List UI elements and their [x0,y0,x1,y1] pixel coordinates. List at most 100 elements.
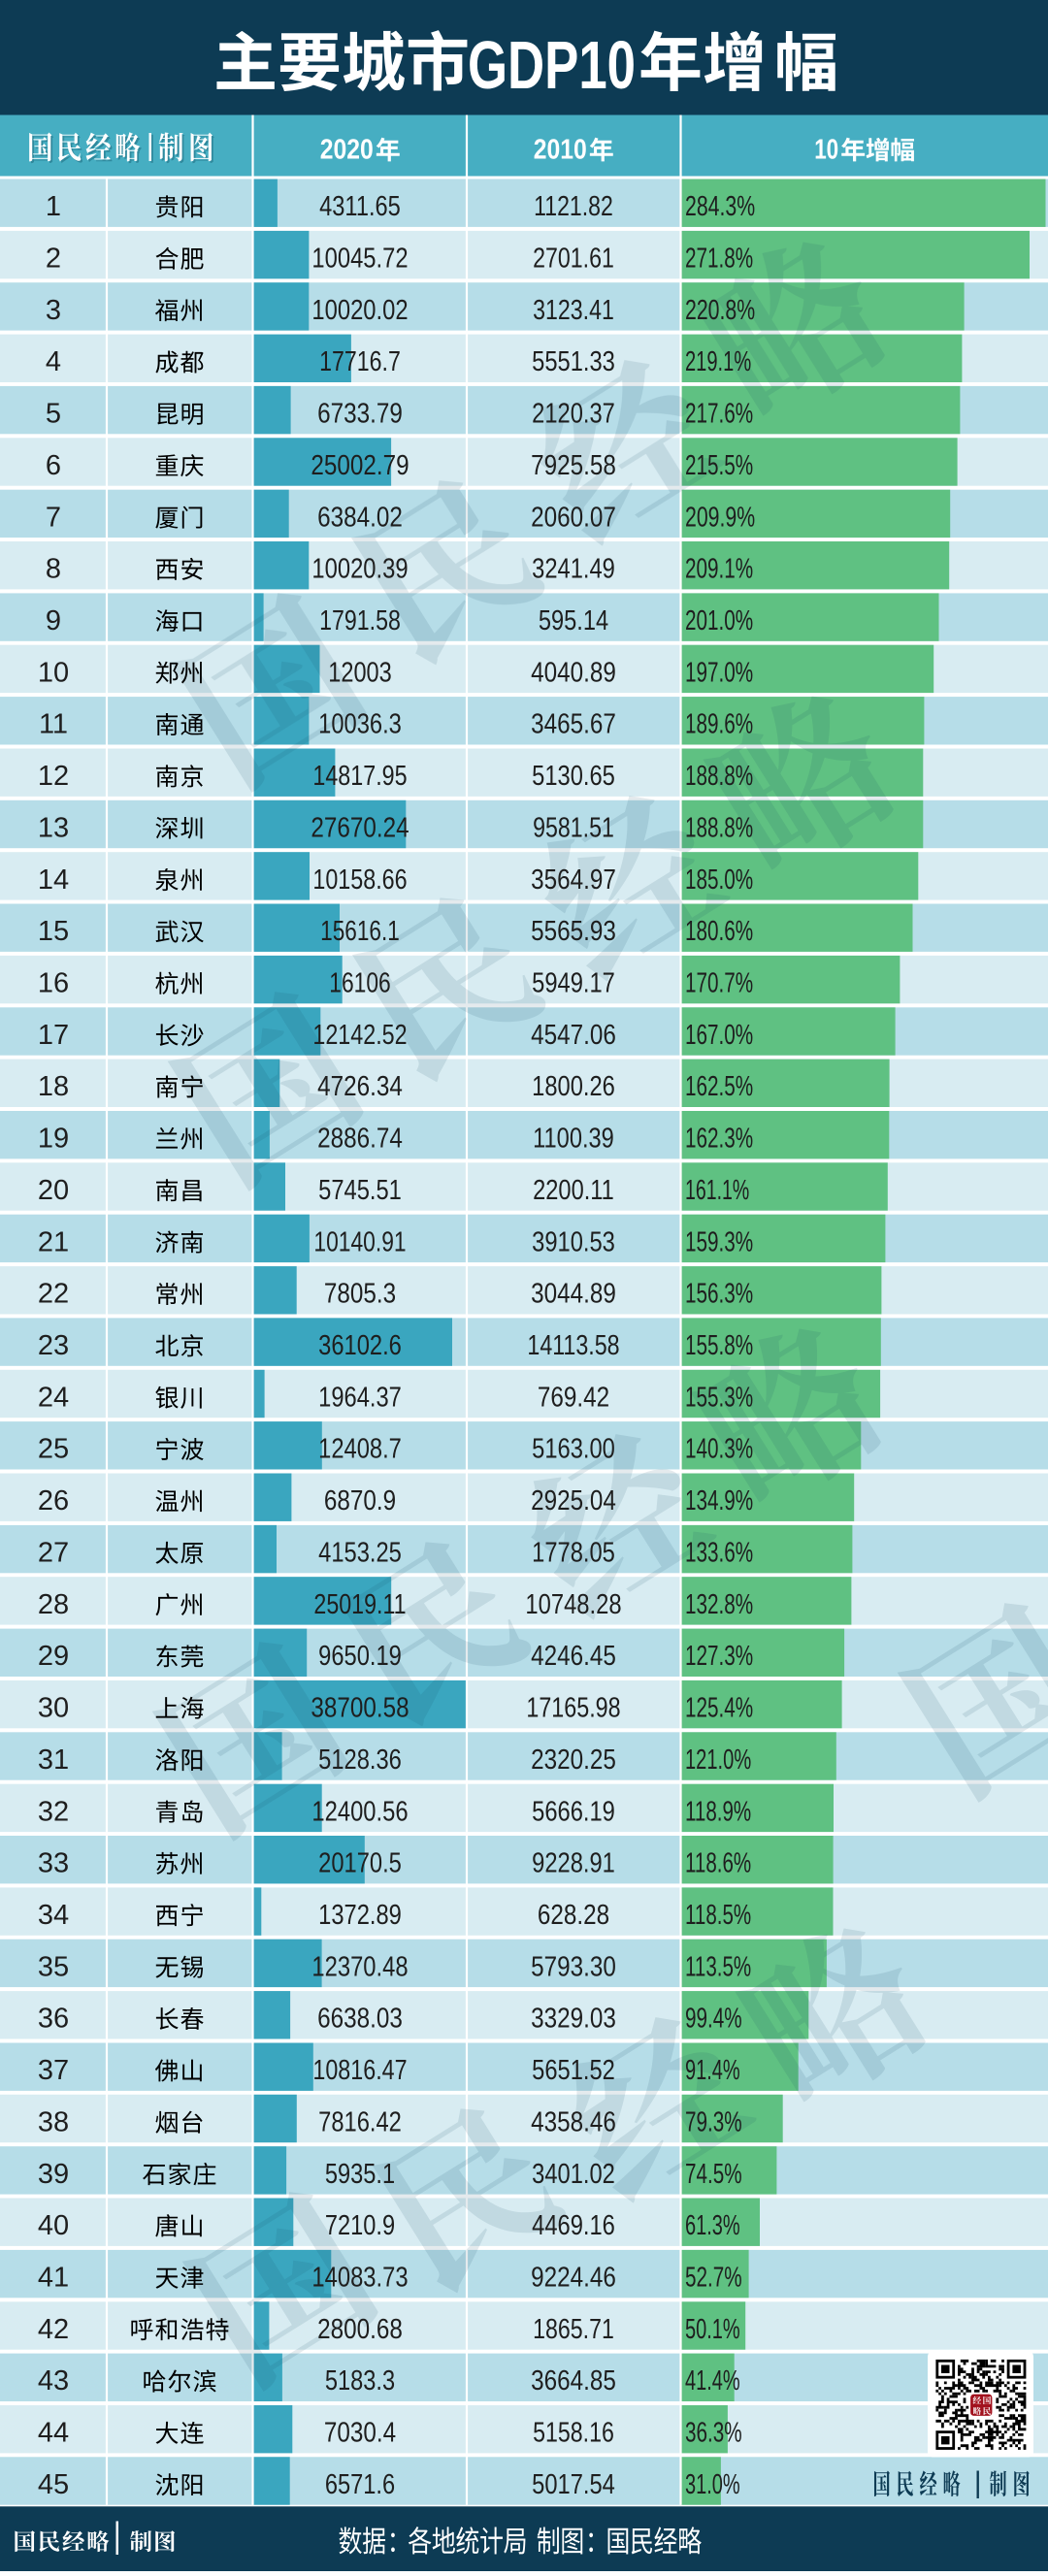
svg-text:2020: 2020 [320,134,374,165]
svg-text:10036.3: 10036.3 [318,709,402,740]
svg-text:132.8%: 132.8% [685,1589,753,1620]
svg-text:6: 6 [46,450,61,481]
svg-text:7210.9: 7210.9 [325,2210,395,2241]
svg-text:4153.25: 4153.25 [318,1538,402,1569]
svg-text:134.9%: 134.9% [685,1485,753,1516]
svg-text:GDP10: GDP10 [468,27,636,103]
svg-text:37: 37 [38,2055,69,2086]
svg-text:7: 7 [46,502,61,533]
svg-text:20: 20 [38,1175,69,1206]
svg-text:15616.1: 15616.1 [320,916,400,947]
svg-text:29: 29 [38,1641,69,1672]
svg-text:14817.95: 14817.95 [312,761,407,792]
svg-text:3123.41: 3123.41 [533,295,614,326]
svg-text:628.28: 628.28 [538,1900,609,1931]
svg-text:2010: 2010 [534,134,587,165]
svg-text:40: 40 [38,2210,69,2241]
svg-text:42: 42 [38,2314,69,2345]
svg-text:1800.26: 1800.26 [532,1071,615,1102]
svg-text:25: 25 [38,1434,69,1465]
svg-text:9650.19: 9650.19 [318,1641,402,1672]
svg-text:209.1%: 209.1% [685,554,753,585]
svg-text:1964.37: 1964.37 [318,1382,402,1413]
svg-text:8: 8 [46,554,61,585]
svg-text:5551.33: 5551.33 [532,346,615,377]
svg-text:12: 12 [38,761,69,792]
svg-text:7925.58: 7925.58 [531,450,616,481]
svg-text:10158.66: 10158.66 [312,864,407,896]
svg-text:113.5%: 113.5% [685,1951,751,1982]
svg-text:125.4%: 125.4% [685,1693,753,1724]
svg-text:5183.3: 5183.3 [325,2365,395,2397]
svg-text:5163.00: 5163.00 [532,1434,615,1465]
svg-text:12003: 12003 [328,657,392,688]
svg-text:180.6%: 180.6% [685,916,753,947]
svg-text:26: 26 [38,1485,69,1516]
svg-text:3465.67: 3465.67 [531,709,616,740]
svg-text:5666.19: 5666.19 [532,1796,615,1827]
svg-text:25002.79: 25002.79 [311,450,409,481]
svg-text:27670.24: 27670.24 [311,812,409,843]
svg-text:74.5%: 74.5% [685,2159,742,2190]
svg-text:10140.91: 10140.91 [313,1226,406,1257]
svg-text:127.3%: 127.3% [685,1641,753,1672]
svg-text:10020.39: 10020.39 [311,554,408,585]
svg-text:189.6%: 189.6% [685,709,753,740]
svg-text:3: 3 [46,295,61,326]
svg-text:2060.07: 2060.07 [531,502,616,533]
svg-text:61.3%: 61.3% [685,2210,740,2241]
svg-text:44: 44 [38,2418,69,2449]
svg-text:4311.65: 4311.65 [319,191,401,222]
svg-text:16106: 16106 [329,968,391,999]
svg-text:4726.34: 4726.34 [317,1071,403,1102]
svg-text:201.0%: 201.0% [685,605,753,636]
svg-text:162.5%: 162.5% [685,1071,753,1102]
svg-text:12400.56: 12400.56 [311,1796,408,1827]
svg-text:219.1%: 219.1% [685,346,751,377]
svg-text:2320.25: 2320.25 [531,1745,616,1776]
svg-text:12370.48: 12370.48 [311,1951,408,1982]
svg-text:197.0%: 197.0% [685,657,753,688]
svg-text:3044.89: 3044.89 [531,1279,616,1310]
svg-text:18: 18 [38,1071,69,1102]
svg-text:5793.30: 5793.30 [531,1951,616,1982]
svg-text:769.42: 769.42 [538,1382,609,1413]
svg-text:2120.37: 2120.37 [532,399,615,430]
svg-text:9228.91: 9228.91 [532,1848,615,1879]
svg-text:284.3%: 284.3% [685,191,755,222]
svg-text:6870.9: 6870.9 [324,1485,396,1516]
svg-text:45: 45 [38,2469,69,2500]
svg-text:24: 24 [38,1382,69,1413]
svg-text:2200.11: 2200.11 [533,1175,614,1206]
svg-text:34: 34 [38,1900,69,1931]
svg-text:271.8%: 271.8% [685,244,753,275]
svg-text:33: 33 [38,1848,69,1879]
svg-text:23: 23 [38,1330,69,1361]
svg-text:22: 22 [38,1279,69,1310]
svg-text:1778.05: 1778.05 [532,1538,615,1569]
svg-text:14083.73: 14083.73 [311,2263,408,2294]
svg-text:43: 43 [38,2365,69,2397]
svg-text:31.0%: 31.0% [685,2469,740,2500]
svg-text:16: 16 [38,968,69,999]
svg-text:5935.1: 5935.1 [325,2159,395,2190]
svg-text:79.3%: 79.3% [685,2106,742,2137]
svg-text:2925.04: 2925.04 [531,1485,616,1516]
svg-text:118.5%: 118.5% [685,1900,751,1931]
svg-text:9224.46: 9224.46 [531,2263,616,2294]
svg-text:27: 27 [38,1538,69,1569]
svg-text:41: 41 [38,2263,69,2294]
svg-text:17165.98: 17165.98 [526,1693,620,1724]
svg-text:1100.39: 1100.39 [533,1124,614,1155]
svg-text:4: 4 [46,346,61,377]
svg-text:170.7%: 170.7% [685,968,753,999]
svg-text:3664.85: 3664.85 [531,2365,616,2397]
svg-text:162.3%: 162.3% [685,1124,753,1155]
svg-text:6571.6: 6571.6 [325,2469,395,2500]
svg-text:31: 31 [38,1745,69,1776]
svg-text:21: 21 [38,1226,69,1257]
svg-text:9581.51: 9581.51 [533,812,614,843]
svg-text:32: 32 [38,1796,69,1827]
svg-text:19: 19 [38,1124,69,1155]
svg-text:140.3%: 140.3% [685,1434,753,1465]
